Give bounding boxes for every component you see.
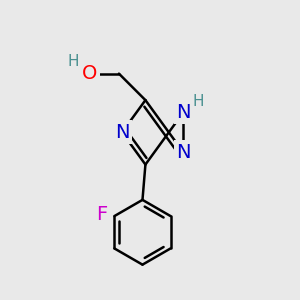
- Text: F: F: [96, 205, 108, 224]
- Text: H: H: [68, 54, 79, 69]
- Text: N: N: [115, 123, 129, 142]
- Text: N: N: [176, 143, 190, 162]
- Text: O: O: [82, 64, 97, 83]
- Text: H: H: [192, 94, 204, 109]
- Text: N: N: [176, 103, 190, 122]
